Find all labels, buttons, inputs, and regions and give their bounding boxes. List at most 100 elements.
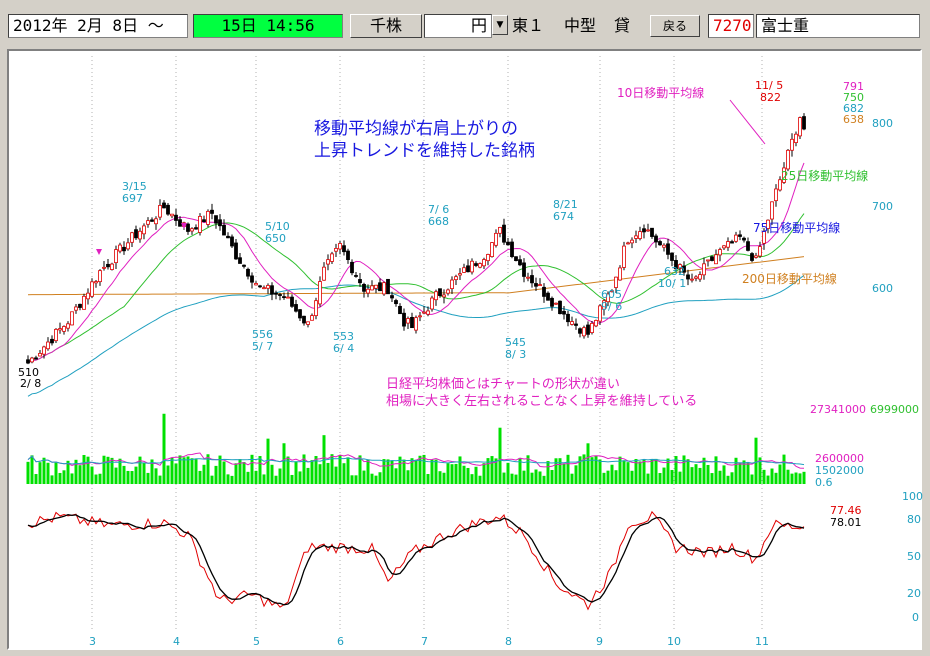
- chevron-down-icon[interactable]: ▼: [492, 15, 508, 35]
- volume-bar: [698, 467, 702, 484]
- candle-body: [370, 285, 374, 291]
- volume-bar: [786, 469, 790, 484]
- candle-body: [222, 224, 226, 236]
- candle-body: [218, 219, 222, 227]
- candle-body: [410, 316, 414, 329]
- candle-body: [194, 227, 198, 230]
- volume-bar: [438, 471, 442, 484]
- date-to-field[interactable]: 15日 14:56: [193, 14, 343, 38]
- volume-bar: [582, 454, 586, 484]
- candle-body: [530, 275, 534, 284]
- month-label: 10: [667, 635, 681, 648]
- candle-body: [766, 219, 770, 229]
- volume-bar: [654, 458, 658, 484]
- volume-bar: [662, 467, 666, 484]
- volume-bar: [566, 454, 570, 484]
- volume-bar: [402, 459, 406, 484]
- price-axis-label: 800: [872, 117, 893, 130]
- marker-date: 10/ 1: [658, 277, 686, 290]
- candle-body: [630, 239, 634, 244]
- marker-price: 605: [601, 288, 622, 301]
- stock-code-field[interactable]: 7270: [708, 14, 754, 38]
- candle-body: [758, 246, 762, 257]
- volume-min: 0.6: [815, 476, 833, 489]
- volume-bar: [758, 457, 762, 484]
- volume-bar: [254, 470, 258, 484]
- candle-body: [466, 265, 470, 273]
- annotation-main-line2: 上昇トレンドを維持した銘柄: [314, 141, 535, 161]
- volume-bar: [630, 470, 634, 484]
- volume-bar: [166, 465, 170, 484]
- unit-label: 千株: [350, 14, 422, 38]
- volume-bar: [146, 472, 150, 484]
- stoch-d-line: [27, 514, 805, 606]
- candle-body: [418, 315, 422, 318]
- volume-max-left: 27341000: [810, 403, 866, 416]
- candle-body: [346, 250, 350, 261]
- volume-bar: [218, 455, 222, 484]
- candle-body: [378, 282, 382, 292]
- candle-body: [462, 267, 466, 273]
- candle-body: [790, 138, 794, 151]
- volume-bar: [174, 463, 178, 484]
- volume-bar: [610, 464, 614, 484]
- candle-body: [150, 219, 154, 222]
- candle-body: [302, 315, 306, 324]
- candle-body: [94, 281, 98, 284]
- current-ma25: 750: [843, 91, 864, 104]
- volume-bar: [342, 463, 346, 484]
- volume-bar: [410, 458, 414, 484]
- candle-body: [602, 300, 606, 310]
- volume-bar: [162, 413, 166, 484]
- candle-body: [578, 328, 582, 334]
- candle-body: [798, 117, 802, 137]
- volume-bar: [278, 468, 282, 484]
- volume-bar: [330, 454, 334, 484]
- volume-bar: [606, 470, 610, 484]
- marker-price: 674: [553, 210, 574, 223]
- volume-bar: [434, 459, 438, 484]
- candle-body: [678, 264, 682, 269]
- candle-body: [170, 213, 174, 217]
- marker-date: 3/15: [122, 180, 147, 193]
- volume-bar: [238, 459, 242, 484]
- candle-body: [30, 357, 34, 363]
- volume-bar: [314, 456, 318, 484]
- volume-bar: [678, 471, 682, 484]
- candle-body: [226, 235, 230, 239]
- volume-bar: [130, 471, 134, 484]
- volume-bar: [310, 460, 314, 484]
- candle-body: [722, 245, 726, 249]
- volume-bar: [518, 457, 522, 484]
- volume-bar: [354, 475, 358, 484]
- marker-date: 6/ 4: [333, 342, 354, 355]
- candle-body: [654, 235, 658, 243]
- marker-date: 5/10: [265, 220, 290, 233]
- currency-select[interactable]: 円: [424, 14, 492, 38]
- volume-bar: [206, 454, 210, 484]
- stoch-axis-label: 80: [907, 513, 921, 526]
- candle-body: [426, 310, 430, 315]
- volume-bar: [782, 454, 786, 484]
- volume-bar: [398, 456, 402, 484]
- stoch-axis-label: 50: [907, 550, 921, 563]
- candle-body: [490, 242, 494, 258]
- month-label: 7: [421, 635, 428, 648]
- candle-body: [454, 276, 458, 281]
- candle-body: [330, 253, 334, 262]
- back-button[interactable]: 戻る: [650, 15, 700, 37]
- date-from-field[interactable]: 2012年 2月 8日 ～: [8, 14, 188, 38]
- candle-body: [142, 225, 146, 235]
- volume-bar: [378, 472, 382, 484]
- candle-body: [714, 254, 718, 265]
- volume-bar: [626, 462, 630, 484]
- candle-body: [342, 245, 346, 253]
- volume-bar: [722, 465, 726, 484]
- candle-body: [430, 297, 434, 310]
- candle-body: [554, 302, 558, 305]
- volume-bar: [154, 468, 158, 484]
- volume-bar: [562, 463, 566, 484]
- marker-price: 697: [122, 192, 143, 205]
- candle-body: [114, 249, 118, 264]
- volume-bar: [54, 462, 58, 484]
